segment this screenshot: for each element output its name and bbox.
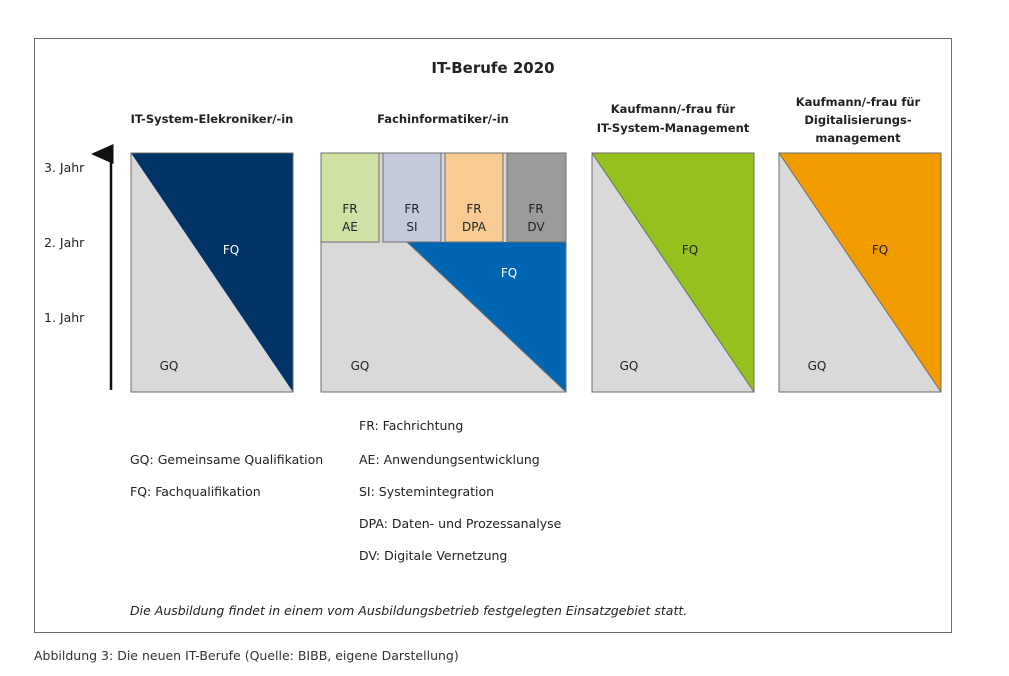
gq-label-fachinformatiker: GQ xyxy=(351,359,370,373)
fr-box-dv xyxy=(506,152,567,243)
fr-box-si xyxy=(382,152,442,243)
fr-dpa-line2: DPA xyxy=(462,220,487,234)
legend-dpa: DPA: Daten- und Prozessanalyse xyxy=(359,516,562,531)
fr-box-ae xyxy=(320,152,380,243)
legend-fr: FR: Fachrichtung xyxy=(359,418,463,433)
fr-ae-line1: FR xyxy=(342,202,357,216)
footnote: Die Ausbildung findet in einem vom Ausbi… xyxy=(130,603,687,618)
fr-box-dpa xyxy=(444,152,504,243)
column-header-elektroniker: IT-System-Elekroniker/-in xyxy=(131,112,294,126)
gq-label-kaufmann-digi: GQ xyxy=(808,359,827,373)
box-kaufmann-digi: FQ GQ xyxy=(778,152,942,393)
fr-ae-line2: AE xyxy=(342,220,358,234)
year-label-1: 1. Jahr xyxy=(44,310,85,325)
column-header-kaufmann-digi-line1: Kaufmann/-frau für xyxy=(796,95,921,109)
column-header-kaufmann-itsm-line2: IT-System-Management xyxy=(597,121,750,135)
gq-label-kaufmann-itsm: GQ xyxy=(620,359,639,373)
column-header-kaufmann-digi-line3: management xyxy=(815,131,901,145)
fq-label-kaufmann-itsm: FQ xyxy=(682,243,698,257)
column-header-kaufmann-digi-line2: Digitalisierungs- xyxy=(804,113,912,127)
fq-label-elektroniker: FQ xyxy=(223,243,239,257)
fq-area-elektroniker xyxy=(131,153,293,392)
box-kaufmann-itsm: FQ GQ xyxy=(591,152,755,393)
legend-ae: AE: Anwendungsentwicklung xyxy=(359,452,540,467)
fr-si-line2: SI xyxy=(406,220,417,234)
diagram-title: IT-Berufe 2020 xyxy=(431,59,554,77)
figure-caption: Abbildung 3: Die neuen IT-Berufe (Quelle… xyxy=(34,648,459,663)
legend-gq: GQ: Gemeinsame Qualifikation xyxy=(130,452,323,467)
legend-fq: FQ: Fachqualifikation xyxy=(130,484,261,499)
fr-dv-line2: DV xyxy=(527,220,545,234)
fq-label-kaufmann-digi: FQ xyxy=(872,243,888,257)
box-fachinformatiker: FQ GQ FR AE FR SI FR DPA FR DV xyxy=(320,152,567,393)
column-header-fachinformatiker: Fachinformatiker/-in xyxy=(377,112,509,126)
gq-label-elektroniker: GQ xyxy=(160,359,179,373)
year-label-2: 2. Jahr xyxy=(44,235,85,250)
column-header-kaufmann-itsm-line1: Kaufmann/-frau für xyxy=(611,102,736,116)
fr-si-line1: FR xyxy=(404,202,419,216)
fr-dpa-line1: FR xyxy=(466,202,481,216)
year-label-3: 3. Jahr xyxy=(44,160,85,175)
fr-dv-line1: FR xyxy=(528,202,543,216)
box-elektroniker: FQ GQ xyxy=(130,152,294,393)
legend-si: SI: Systemintegration xyxy=(359,484,494,499)
fq-label-fachinformatiker: FQ xyxy=(501,266,517,280)
figure-frame xyxy=(34,38,952,633)
legend-dv: DV: Digitale Vernetzung xyxy=(359,548,507,563)
